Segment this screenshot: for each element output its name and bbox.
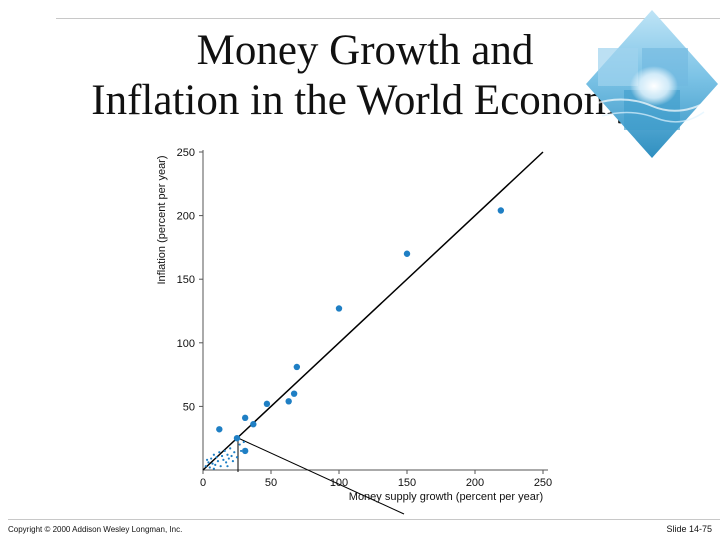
small-data-point xyxy=(212,467,215,470)
x-axis-label: Money supply growth (percent per year) xyxy=(349,491,543,503)
small-data-point xyxy=(212,453,215,456)
y-tick-label: 50 xyxy=(183,401,195,413)
small-data-point xyxy=(229,447,232,450)
data-point xyxy=(290,390,298,397)
axes xyxy=(202,150,548,471)
small-data-point xyxy=(238,443,241,446)
slide-title-line-2: Inflation in the World Economy xyxy=(91,77,639,124)
data-point xyxy=(497,207,505,214)
slide-title-line-1: Money Growth and xyxy=(196,27,534,74)
small-data-point xyxy=(204,465,207,468)
slide-number: Slide 14-75 xyxy=(666,524,712,534)
data-point xyxy=(285,398,292,405)
data-point xyxy=(293,363,301,371)
data-point xyxy=(241,447,249,455)
ocean-wave-photo-icon xyxy=(586,10,718,158)
data-point xyxy=(241,414,249,422)
data-point xyxy=(263,400,271,408)
data-point xyxy=(250,421,257,428)
small-data-point xyxy=(205,458,209,461)
small-data-point xyxy=(207,461,210,464)
bottom-rule xyxy=(8,519,720,520)
small-data-point xyxy=(235,456,239,459)
data-point xyxy=(216,426,223,433)
data-point xyxy=(335,305,343,312)
y-tick-label: 150 xyxy=(177,274,195,286)
data-point xyxy=(403,250,411,257)
data-points xyxy=(216,207,505,455)
small-data-point xyxy=(225,461,228,464)
y-tick-label: 250 xyxy=(177,147,195,159)
small-data-point xyxy=(242,440,245,444)
reference-line-45-degree xyxy=(202,151,544,471)
small-data-point xyxy=(216,459,220,463)
small-data-point xyxy=(214,463,217,467)
small-points xyxy=(204,440,245,470)
small-data-point xyxy=(210,457,213,460)
slide-title: Money Growth and Inflation in the World … xyxy=(40,26,690,126)
small-data-point xyxy=(218,451,221,454)
x-tick-label: 0 xyxy=(200,477,206,489)
small-data-point xyxy=(215,456,218,459)
small-data-point xyxy=(219,465,222,468)
y-tick-label: 200 xyxy=(177,211,195,223)
small-data-point xyxy=(208,466,211,469)
small-data-point xyxy=(231,459,235,463)
callout-lines xyxy=(237,437,405,515)
small-data-point xyxy=(222,458,225,461)
x-tick-label: 200 xyxy=(466,477,484,489)
top-rule xyxy=(56,18,720,19)
data-point xyxy=(233,435,241,442)
small-data-point xyxy=(233,451,236,454)
small-data-point xyxy=(211,462,214,465)
copyright-text: Copyright © 2000 Addison Wesley Longman,… xyxy=(8,525,183,534)
y-axis-label: Inflation (percent per year) xyxy=(156,155,168,284)
small-data-point xyxy=(239,449,243,453)
small-data-point xyxy=(227,457,230,460)
x-tick-label: 250 xyxy=(534,477,552,489)
small-data-point xyxy=(226,465,229,468)
y-tick-label: 100 xyxy=(177,338,195,350)
small-data-point xyxy=(223,449,226,453)
callout-diagonal-line xyxy=(237,437,405,515)
small-data-point xyxy=(226,453,229,456)
small-data-point xyxy=(220,454,224,458)
small-data-point xyxy=(230,454,233,458)
x-tick-label: 150 xyxy=(398,477,416,489)
x-tick-label: 50 xyxy=(265,477,277,489)
